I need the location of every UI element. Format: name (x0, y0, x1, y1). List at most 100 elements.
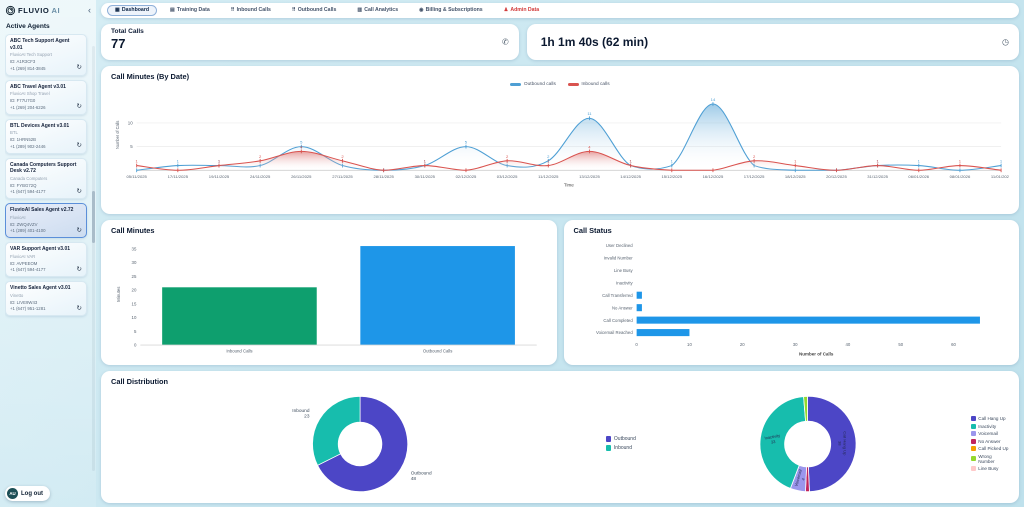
agent-card[interactable]: Vinetto Sales Agent v3.01 Vinetto ID: LI… (5, 281, 87, 316)
tab-dashboard[interactable]: ▦ Dashboard (107, 4, 158, 16)
agent-phone: +1 (289) 401-4100 (10, 228, 46, 234)
legend-item[interactable]: Line Busy (970, 466, 1009, 472)
data-label: 4 (300, 144, 303, 149)
total-calls-label: Total Calls (111, 27, 144, 35)
data-label: 14 (711, 97, 716, 102)
refresh-icon[interactable]: ↻ (76, 142, 82, 149)
legend-item[interactable]: Voicemail (970, 431, 1009, 437)
x-tick-label: 20/12/2025 (826, 174, 847, 179)
sidebar: FLUVIO AI ‹ Active Agents ABC Tech Suppo… (0, 0, 96, 507)
x-tick-label: 40 (845, 342, 850, 347)
call-analytics-icon: ▥ (357, 7, 363, 14)
call-minutes-chart: 0 5 10 15 20 25 30 35 Minutes Inbound Calls Outbou… (116, 245, 537, 353)
data-label: 1 (136, 159, 139, 164)
slice-value: 4 (800, 476, 806, 480)
legend-item[interactable]: Call Hang Up (970, 416, 1009, 422)
agent-name: Canada Computers Support Desk v2.72 (10, 161, 77, 175)
refresh-icon[interactable]: ↻ (76, 226, 82, 234)
agent-list-scrollbar[interactable] (92, 46, 95, 471)
data-label: 2 (259, 154, 262, 159)
legend-item[interactable]: Wrong Number (970, 453, 1009, 464)
refresh-icon[interactable]: ↻ (76, 103, 82, 110)
agent-card[interactable]: ABC Travel Agent v3.01 FluvioAI Shop Tra… (5, 79, 87, 115)
legend-item[interactable]: Inbound calls (567, 82, 610, 87)
category-label: Voicemail Reached (595, 330, 632, 335)
legend-label: Wrong Number (978, 453, 995, 464)
agent-phone: +1 (647) 951-1281 (10, 306, 46, 312)
x-tick-label: 11/01/2026 (991, 174, 1009, 179)
data-label: 2 (506, 154, 509, 159)
legend-item[interactable]: Call Picked Up (970, 446, 1009, 452)
x-tick-label: 27/11/2025 (332, 174, 353, 179)
tab-billing-subscriptions[interactable]: ◉ Billing & Subscriptions (411, 5, 491, 16)
slice-value: 33 (770, 438, 776, 444)
agent-phone: +1 (289) 902-2446 (10, 143, 46, 149)
agent-card[interactable]: FluvioAI Sales Agent v2.72 FluvioAI ID: … (5, 203, 87, 238)
legend-label: Call Picked Up (978, 446, 1009, 452)
agent-card[interactable]: VAR Support Agent v3.01 FluvioAI VAR ID:… (5, 242, 87, 277)
tab-call-analytics[interactable]: ▥ Call Analytics (349, 5, 406, 16)
legend-swatch (970, 446, 976, 452)
agent-id: ID: LIVE9W43 (10, 299, 38, 305)
logout-button[interactable]: Log out (21, 490, 43, 497)
legend-item[interactable]: Outbound (605, 436, 636, 442)
call-status-card: Call Status User Declined Invalid Number L… (563, 219, 1019, 366)
call-distribution-card: Call Distribution Outbound 48 Inbound 23 Ou… (101, 371, 1019, 503)
tab-inbound-calls[interactable]: ⠿ Inbound Calls (223, 5, 279, 16)
phone-icon: ✆ (501, 37, 509, 47)
tab-admin-data[interactable]: ♟ Admin Data (496, 5, 547, 16)
legend-swatch (510, 82, 522, 87)
data-label: 1 (629, 159, 632, 164)
tab-label: Dashboard (121, 7, 150, 14)
legend-label: Line Busy (978, 466, 999, 472)
legend-swatch (970, 438, 976, 444)
refresh-icon[interactable]: ↻ (76, 304, 82, 312)
sidebar-collapse-button[interactable]: ‹ (88, 5, 91, 15)
data-label: 1 (629, 159, 632, 164)
outbound-calls-icon: ⠿ (291, 7, 296, 14)
x-tick-label: 08/01/2026 (950, 174, 971, 179)
legend-item[interactable]: Outbound calls (510, 82, 556, 87)
slice-label: Call Hang Up (842, 431, 847, 456)
bar-outbound-calls (360, 245, 515, 345)
x-tick-label: 16/12/2025 (703, 174, 724, 179)
duration-card: 1h 1m 40s (62 min) ◷ (526, 23, 1019, 60)
line-chart-title: Call Minutes (By Date) (111, 71, 190, 81)
admin-data-icon: ♟ (503, 7, 509, 14)
tab-training-data[interactable]: ▤ Training Data (162, 5, 218, 16)
refresh-icon[interactable]: ↻ (76, 64, 82, 71)
x-tick-label: 14/12/2025 (620, 174, 641, 179)
legend-swatch (567, 82, 579, 87)
agent-card[interactable]: ABC Tech Support Agent v3.01 FluvioAI Te… (5, 34, 87, 76)
chart-text: 5 (130, 144, 133, 149)
legend-swatch (970, 456, 976, 462)
bar-call-transferred (636, 291, 642, 299)
agent-card[interactable]: BTL Devices Agent v3.01 BTL ID: 1HRN52B … (5, 118, 87, 154)
chart-text: 10 (132, 315, 137, 320)
scrollbar-thumb[interactable] (92, 190, 95, 243)
agent-card[interactable]: Canada Computers Support Desk v2.72 Cana… (5, 157, 87, 199)
tab-outbound-calls[interactable]: ⠿ Outbound Calls (284, 5, 344, 16)
category-label: User Declined (605, 243, 632, 248)
agent-company: FluvioAI Tech Support (10, 52, 52, 57)
data-label: 1 (218, 159, 221, 164)
legend-item[interactable]: Inbound (605, 445, 636, 451)
avatar: AU (7, 488, 18, 499)
agent-company: FluvioAI (10, 214, 26, 220)
active-agents-heading: Active Agents (6, 23, 50, 30)
refresh-icon[interactable]: ↻ (76, 187, 82, 195)
x-tick-label: 03/12/2025 (497, 174, 518, 179)
x-tick-label: 20 (739, 342, 744, 347)
legend-item[interactable]: Inactivity (970, 423, 1009, 429)
legend-item[interactable]: No Answer (970, 438, 1009, 444)
agent-phone: +1 (647) 594-4177 (10, 267, 46, 273)
chart-text: 0 (134, 342, 137, 347)
category-label: Call Completed (603, 317, 633, 322)
data-label: 1 (876, 159, 879, 164)
inbound-outbound-legend: Outbound Inbound (605, 436, 636, 451)
agent-id: ID: AVPEEOM (10, 260, 38, 266)
data-label: 1 (876, 159, 879, 164)
refresh-icon[interactable]: ↻ (76, 265, 82, 273)
